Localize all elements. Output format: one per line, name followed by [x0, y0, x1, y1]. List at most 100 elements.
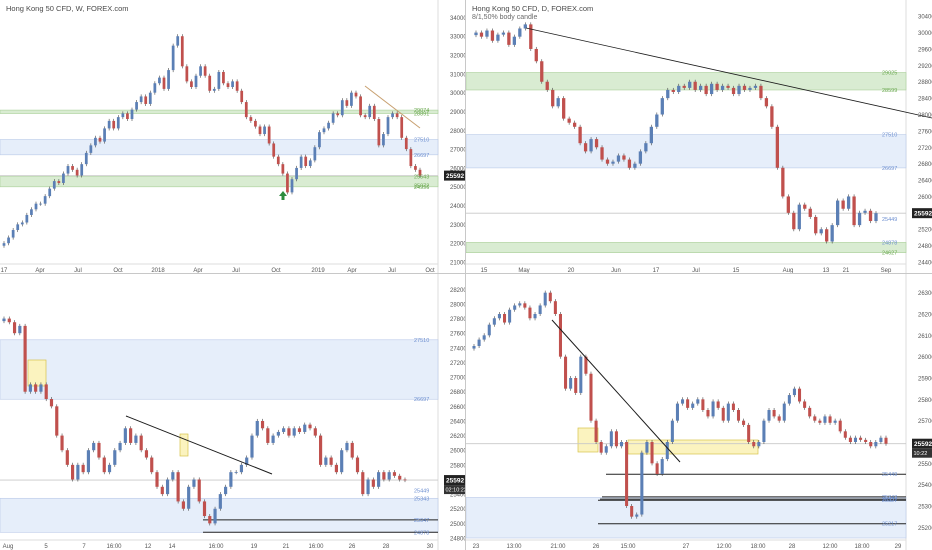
candle-body — [324, 457, 328, 465]
candle-body — [377, 119, 381, 146]
candle-body — [841, 200, 845, 209]
price-tick-label: 25000 — [450, 522, 465, 528]
last-price-label: 25592 — [914, 211, 932, 218]
candle-body — [234, 472, 238, 473]
candle-body — [686, 399, 690, 408]
candle-body — [479, 32, 484, 37]
candle-body — [213, 508, 217, 524]
candle-body — [848, 437, 852, 442]
candle-body — [208, 75, 212, 91]
candle-body — [75, 169, 79, 176]
price-tick-label: 29600 — [918, 47, 932, 53]
candle-body — [329, 457, 333, 465]
candle-body — [843, 431, 847, 438]
candle-body — [398, 475, 402, 480]
candle-body — [572, 122, 577, 127]
zone-price-tag: 28891 — [414, 112, 429, 118]
time-tick-label: 2018 — [151, 268, 165, 273]
candle-body — [619, 442, 624, 447]
price-tick-label: 26600 — [450, 405, 465, 411]
candle-body — [39, 384, 43, 392]
candle-body — [884, 437, 888, 444]
candle-body — [126, 113, 129, 120]
zone-price-tag: 25047 — [414, 518, 429, 524]
candle-body — [660, 459, 664, 474]
candle-body — [543, 292, 547, 306]
candle-body — [688, 81, 692, 88]
candle-body — [303, 424, 307, 432]
pane-divider-horizontal[interactable] — [0, 273, 932, 274]
time-tick-label: Oct — [113, 268, 123, 273]
4h-chart[interactable]: 28200 28000 27800 27600 27400 27200 27000 26800… — [0, 274, 465, 550]
time-tick-label: Jul — [232, 268, 240, 273]
time-tick-label: 19 — [251, 544, 258, 550]
candle-body — [208, 516, 212, 524]
chart-pane-weekly[interactable]: 34000 33000 32000 31000 30000 29000 28000 27000… — [0, 0, 465, 273]
candle-body — [34, 384, 38, 392]
candle-body — [594, 139, 599, 148]
candle-body — [556, 98, 560, 107]
candle-body — [584, 356, 588, 374]
pane-divider-vertical[interactable] — [465, 0, 466, 550]
trendline — [364, 85, 421, 129]
zone-price-tag: 28599 — [882, 88, 897, 94]
candle-body — [297, 428, 302, 432]
candle-body — [11, 230, 15, 238]
candle-body — [81, 464, 85, 473]
time-tick-label: 15 — [481, 268, 488, 273]
supply-demand-zone — [0, 339, 439, 400]
candle-body — [7, 237, 10, 244]
candle-body — [113, 450, 117, 465]
candle-body — [523, 303, 527, 308]
candle-body — [589, 139, 593, 152]
candle-body — [693, 81, 697, 90]
weekly-chart[interactable]: 34000 33000 32000 31000 30000 29000 28000 27000… — [0, 0, 465, 273]
candle-body — [670, 420, 674, 442]
time-tick-label: 27 — [683, 544, 690, 550]
price-tick-label: 25800 — [450, 463, 465, 469]
candle-body — [340, 450, 344, 473]
candle-body — [203, 66, 207, 76]
candle-body — [409, 149, 413, 167]
candle-body — [777, 416, 781, 421]
candle-body — [846, 196, 851, 209]
time-tick-label: Oct — [271, 268, 281, 273]
trendline — [551, 319, 681, 463]
candle-body — [194, 75, 198, 88]
candle-body — [276, 156, 280, 165]
candle-body — [836, 200, 840, 226]
candle-body — [523, 24, 527, 29]
candle-body — [704, 85, 708, 95]
candle-body — [134, 435, 138, 443]
1h-chart[interactable]: 2630026200261002600025900258002570025600… — [466, 274, 932, 550]
time-tick-label: 16:00 — [208, 544, 224, 550]
candle-body — [534, 48, 538, 62]
candle-body — [731, 87, 736, 95]
candle-body — [202, 501, 207, 517]
chart-pane-1h[interactable]: 2630026200261002600025900258002570025600… — [466, 274, 932, 550]
price-tick-label: 26400 — [450, 419, 465, 425]
price-tick-label: 28000 — [450, 129, 465, 135]
time-tick-label: Aug — [3, 544, 14, 550]
chart-pane-4h[interactable]: 28200 28000 27800 27600 27400 27200 27000 26800… — [0, 274, 465, 550]
candle-body — [742, 420, 746, 425]
candle-body — [508, 309, 512, 323]
candle-body — [512, 36, 516, 45]
candle-body — [176, 36, 180, 46]
price-tick-label: 26200 — [918, 313, 932, 319]
candle-body — [414, 166, 417, 170]
candle-body — [322, 128, 326, 133]
candle-body — [180, 36, 184, 67]
chart-pane-daily[interactable]: 30400 30000 29600 29200 28800 28400 28000 27600… — [466, 0, 932, 273]
price-tick-label: 27200 — [918, 146, 932, 152]
daily-chart[interactable]: 30400 30000 29600 29200 28800 28400 28000 27600… — [466, 0, 932, 273]
candle-body — [753, 85, 758, 88]
time-tick-label: 14 — [169, 544, 176, 550]
candle-body — [224, 486, 228, 495]
candle-body — [645, 442, 649, 453]
candle-body — [350, 92, 353, 106]
candle-body — [706, 410, 710, 417]
candle-body — [545, 81, 549, 90]
price-tick-label: 27600 — [918, 129, 932, 135]
time-tick-label: 18:00 — [750, 544, 766, 550]
